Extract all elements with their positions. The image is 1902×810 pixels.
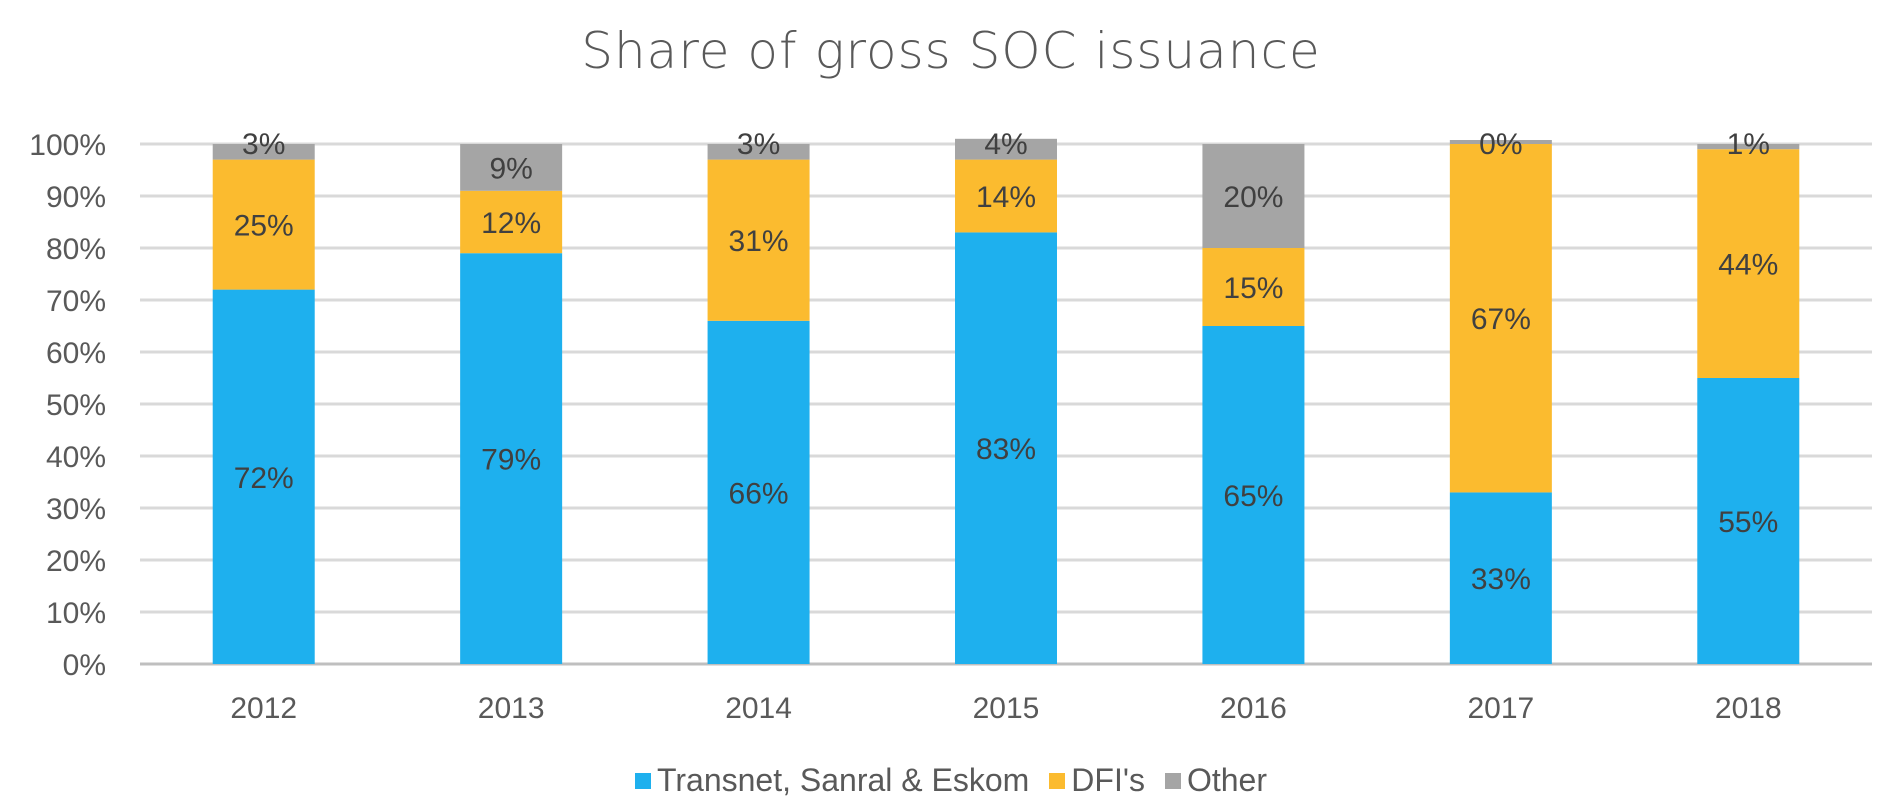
bar-segment	[212, 159, 315, 290]
bar-segment	[460, 190, 563, 254]
y-axis: 0% 10% 20% 30% 40% 50% 60% 70% 80% 90% 100%	[29, 129, 106, 682]
bar-segment	[212, 289, 315, 664]
bar-segment	[955, 159, 1057, 233]
bar-segment	[1697, 149, 1800, 378]
bar-segment	[460, 144, 563, 191]
x-tick-label: 2013	[478, 692, 545, 725]
x-tick-label: 2017	[1467, 692, 1534, 725]
legend: Transnet, Sanral & Eskom DFI's Other	[0, 762, 1902, 799]
y-tick-label: 0%	[63, 649, 106, 682]
y-tick-label: 70%	[46, 285, 106, 318]
bar-segment	[212, 144, 315, 160]
bars	[212, 138, 1800, 664]
data-label: 15%	[1223, 272, 1283, 305]
data-label: 33%	[1471, 563, 1531, 596]
legend-swatch	[635, 773, 651, 789]
data-label: 20%	[1223, 181, 1283, 214]
data-label: 3%	[737, 128, 780, 161]
data-labels: 72% 25% 3% 79% 12% 9% 66% 31% 3% 83% 14% 4% 65% 15% 20…	[234, 128, 1779, 596]
y-tick-label: 40%	[46, 441, 106, 474]
data-label: 44%	[1718, 249, 1778, 282]
x-tick-label: 2012	[230, 692, 297, 725]
data-label: 14%	[976, 181, 1036, 214]
data-label: 79%	[481, 444, 541, 477]
y-tick-label: 90%	[46, 181, 106, 214]
data-label: 65%	[1223, 480, 1283, 513]
bar-segment	[955, 232, 1057, 664]
y-tick-label: 30%	[46, 493, 106, 526]
bar-segment	[707, 159, 810, 321]
data-label: 67%	[1471, 303, 1531, 336]
bar-segment	[955, 138, 1057, 160]
data-label: 12%	[481, 207, 541, 240]
data-label: 72%	[234, 462, 294, 495]
x-tick-label: 2018	[1715, 692, 1782, 725]
x-tick-label: 2015	[973, 692, 1040, 725]
bar-segment	[1202, 144, 1305, 248]
bar-segment	[707, 320, 810, 664]
bar-segment	[1202, 326, 1305, 664]
legend-label: Transnet, Sanral & Eskom	[657, 762, 1030, 798]
bar-segment	[1697, 144, 1800, 150]
bar-segment	[1449, 140, 1552, 144]
data-label: 9%	[489, 152, 532, 185]
x-tick-label: 2014	[725, 692, 792, 725]
bar-segment	[1449, 492, 1552, 664]
data-label: 3%	[242, 128, 285, 161]
bar-segment	[1449, 144, 1552, 493]
data-label: 1%	[1727, 128, 1770, 161]
data-label: 4%	[984, 128, 1027, 161]
legend-label: Other	[1186, 762, 1267, 798]
legend-item: DFI's	[1049, 762, 1145, 799]
chart-title: Share of gross SOC issuance	[581, 22, 1321, 80]
data-label: 55%	[1718, 506, 1778, 539]
legend-swatch	[1164, 773, 1181, 789]
data-label: 66%	[729, 477, 789, 510]
y-tick-label: 10%	[46, 597, 106, 630]
bar-segment	[1202, 248, 1305, 326]
data-label: 25%	[234, 210, 294, 243]
bar-segment	[460, 253, 563, 664]
data-label: 83%	[976, 433, 1036, 466]
y-tick-label: 80%	[46, 233, 106, 266]
y-tick-label: 60%	[46, 337, 106, 370]
x-tick-label: 2016	[1220, 692, 1287, 725]
stacked-bar-chart: 72% 25% 3% 79% 12% 9% 66% 31% 3% 83% 14% 4% 65% 15% 20…	[29, 128, 1872, 725]
legend-item: Other	[1164, 762, 1267, 799]
data-label: 31%	[729, 225, 789, 258]
data-label: 0%	[1479, 128, 1522, 161]
y-tick-label: 20%	[46, 545, 106, 578]
y-tick-label: 50%	[46, 389, 106, 422]
x-axis: 2012 2013 2014 2015 2016 2017 2018	[230, 692, 1781, 725]
legend-swatch	[1049, 773, 1066, 789]
bar-segment	[707, 144, 810, 160]
legend-label: DFI's	[1071, 762, 1145, 798]
bar-segment	[1697, 378, 1800, 664]
legend-item: Transnet, Sanral & Eskom	[635, 762, 1029, 799]
y-tick-label: 100%	[29, 129, 106, 162]
